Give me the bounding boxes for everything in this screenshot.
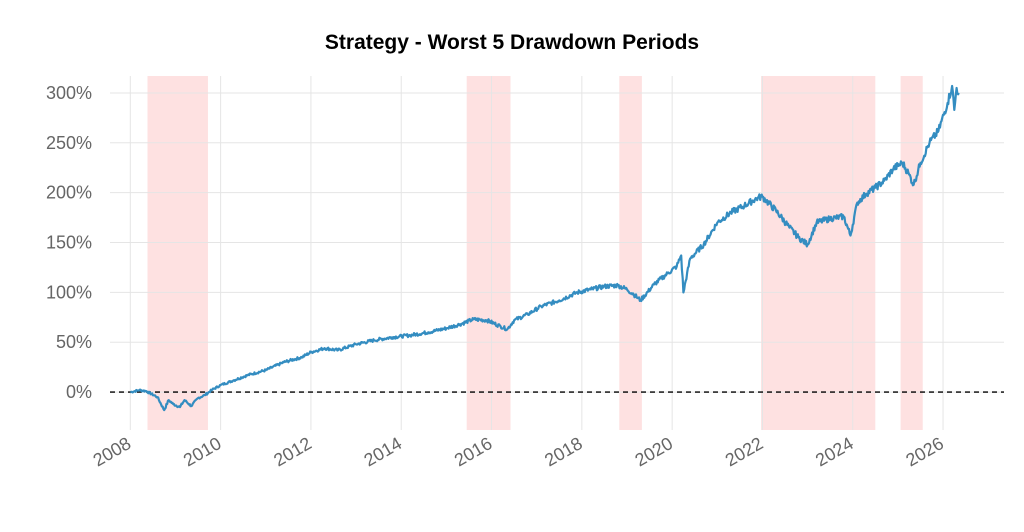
y-axis-labels: 0% 50% 100% 150% 200% 250% 300% xyxy=(46,83,92,402)
drawdown-shades xyxy=(147,76,923,430)
y-tick-label: 200% xyxy=(46,183,92,203)
x-tick-label: 2010 xyxy=(180,433,225,470)
x-tick-label: 2026 xyxy=(902,433,947,470)
series-line xyxy=(130,84,960,412)
drawdown-period-3 xyxy=(619,76,642,430)
x-tick-label: 2022 xyxy=(722,433,767,470)
x-tick-label: 2020 xyxy=(631,433,676,470)
drawdown-period-2 xyxy=(466,76,511,430)
chart-title: Strategy - Worst 5 Drawdown Periods xyxy=(324,31,700,54)
x-tick-label: 2012 xyxy=(270,433,315,470)
x-axis-labels: 2008 2010 2012 2014 2016 2018 2020 2022 2024 2026 xyxy=(90,433,947,470)
y-tick-label: 150% xyxy=(46,233,92,253)
y-tick-label: 0% xyxy=(66,382,92,402)
y-tick-label: 50% xyxy=(56,332,92,352)
x-tick-label: 2016 xyxy=(451,433,496,470)
drawdown-period-5 xyxy=(900,76,923,430)
drawdown-period-4 xyxy=(761,76,876,430)
x-tick-label: 2018 xyxy=(541,433,586,470)
grid xyxy=(110,76,1004,430)
y-tick-label: 300% xyxy=(46,83,92,103)
x-tick-label: 2014 xyxy=(361,433,406,470)
x-tick-label: 2024 xyxy=(812,433,857,470)
drawdown-period-1 xyxy=(147,76,208,430)
x-tick-label: 2008 xyxy=(90,433,135,470)
y-tick-label: 100% xyxy=(46,282,92,302)
y-tick-label: 250% xyxy=(46,133,92,153)
